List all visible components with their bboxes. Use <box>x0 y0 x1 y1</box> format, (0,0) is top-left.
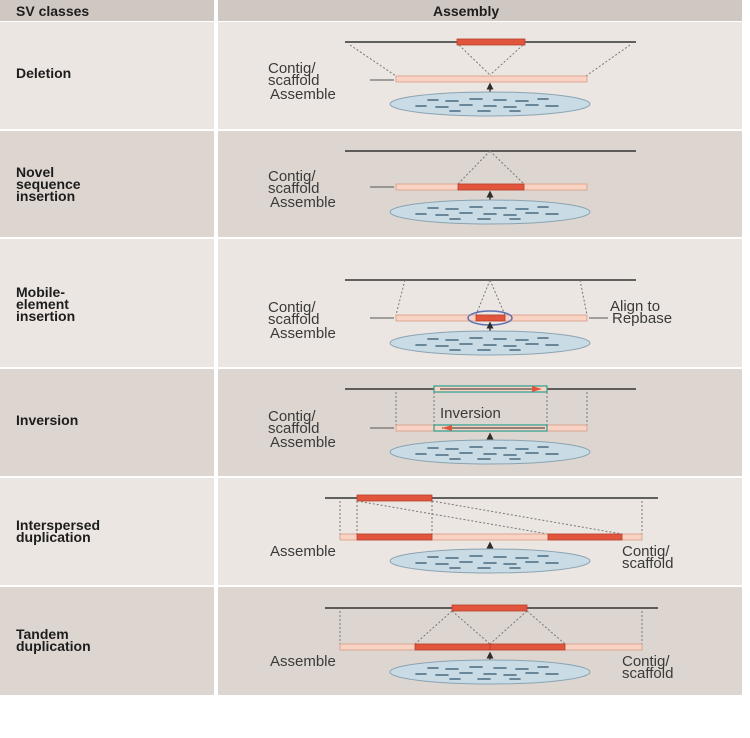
sv-class-line: Interspersed <box>16 517 101 533</box>
scaffold-label: scaffold <box>268 72 319 89</box>
contig-label: Contig/ <box>622 543 670 560</box>
sv-class-interspersed-duplication: Interspersed duplication <box>16 517 101 545</box>
contig-label: Contig/ <box>268 299 316 316</box>
assemble-label: Assemble <box>270 434 336 451</box>
sv-class-line: Tandem <box>16 626 69 642</box>
assemble-label: Assemble <box>270 543 336 560</box>
diagram-mobile-element-insertion: Contig/ scaffold Assemble Align to Repba… <box>268 279 672 356</box>
sv-class-tandem-duplication: Tandem duplication <box>16 626 91 654</box>
sv-class-line: Novel <box>16 164 55 180</box>
sv-class-line: sequence <box>16 176 81 192</box>
assemble-label: Assemble <box>270 325 336 342</box>
assemble-label: Assemble <box>270 194 336 211</box>
sv-class-line: Mobile- <box>16 284 65 300</box>
scaffold-label: scaffold <box>268 420 319 437</box>
contig-label: Contig/ <box>622 653 670 670</box>
sv-class-deletion-line: Deletion <box>16 65 72 81</box>
sv-class-line: Inversion <box>16 412 79 428</box>
contig-label: Contig/ <box>268 60 316 77</box>
row-bg-novel-sequence-insertion: Novel sequence insertion <box>0 131 214 237</box>
scaffold-label: scaffold <box>622 665 673 682</box>
header-assembly: Assembly <box>218 0 742 21</box>
header-sv-classes-label: SV classes <box>16 3 90 19</box>
sv-class-deletion: Deletion <box>16 65 72 81</box>
diagram-novel-sequence-insertion: Contig/ scaffold Assemble <box>268 150 636 225</box>
row-bg-mobile-element-insertion: Mobile- element insertion <box>0 239 214 367</box>
diagram-inversion: Inversion Contig/ scaffold Assemble <box>268 385 636 465</box>
row-bg-inversion: Inversion <box>0 369 214 476</box>
sv-class-line: element <box>16 296 69 312</box>
diagram-interspersed-duplication: Assemble Contig/ scaffold <box>270 494 673 574</box>
header-assembly-label: Assembly <box>433 3 500 19</box>
sv-class-line: insertion <box>16 308 76 324</box>
assemble-label: Assemble <box>270 653 336 670</box>
inversion-label: Inversion <box>440 405 501 422</box>
sv-class-mobile-element-insertion: Mobile- element insertion <box>16 284 76 324</box>
scaffold-label: scaffold <box>268 311 319 328</box>
sv-class-line: duplication <box>16 638 91 654</box>
sv-class-line: duplication <box>16 529 91 545</box>
row-bg-interspersed-duplication: Interspersed duplication <box>0 478 214 585</box>
scaffold-label: scaffold <box>622 555 673 572</box>
row-bg-tandem-duplication: Tandem duplication <box>0 587 214 695</box>
sv-class-inversion: Inversion <box>16 412 79 428</box>
contig-label: Contig/ <box>268 168 316 185</box>
repbase-label: Repbase <box>612 310 672 327</box>
align-to-label: Align to <box>610 298 660 315</box>
assemble-label: Assemble <box>270 86 336 103</box>
sv-class-novel-sequence-insertion: Novel sequence insertion <box>16 164 81 204</box>
diagram-tandem-duplication: Assemble Contig/ scaffold <box>270 604 673 685</box>
scaffold-label: scaffold <box>268 180 319 197</box>
row-bg-deletion: Deletion <box>0 22 214 129</box>
header-sv-classes: SV classes <box>0 0 214 21</box>
diagram-deletion: Contig/ scaffold Assemble <box>268 38 636 117</box>
contig-label: Contig/ <box>268 408 316 425</box>
sv-class-line: insertion <box>16 188 76 204</box>
